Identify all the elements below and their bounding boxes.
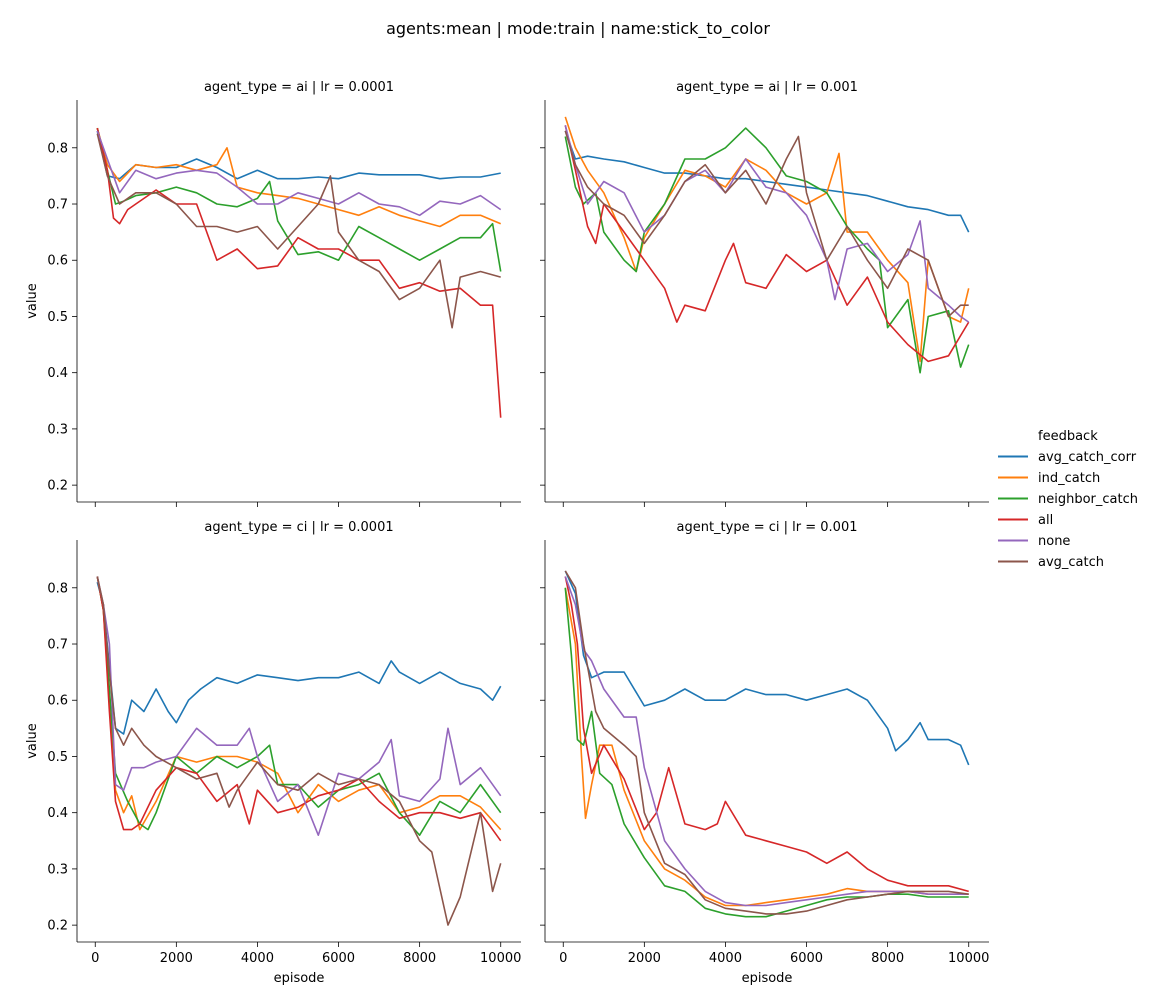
x-tick-label: 8000 xyxy=(403,951,436,966)
y-tick-label: 0.7 xyxy=(47,198,68,213)
series-line-all xyxy=(96,576,502,842)
panel-title: agent_type = ci | lr = 0.001 xyxy=(677,520,858,535)
legend-item-avg-catch-corr: avg_catch_corr xyxy=(998,450,1137,465)
legend-label: neighbor_catch xyxy=(1038,492,1138,507)
figure-suptitle: agents:mean | mode:train | name:stick_to… xyxy=(386,19,770,39)
panel-title: agent_type = ci | lr = 0.0001 xyxy=(204,520,393,535)
legend-label: avg_catch_corr xyxy=(1038,450,1137,465)
legend-label: all xyxy=(1038,513,1053,528)
series-line-none xyxy=(96,130,502,217)
x-axis-label: episode xyxy=(274,971,325,986)
legend-label: ind_catch xyxy=(1038,471,1100,486)
y-tick-label: 0.6 xyxy=(47,254,68,269)
series-line-none xyxy=(96,576,502,837)
y-tick-label: 0.3 xyxy=(47,422,68,437)
series-line-avg-catch xyxy=(96,133,501,329)
series-line-neighbor-catch xyxy=(564,587,969,918)
x-tick-label: 0 xyxy=(559,951,567,966)
x-tick-label: 10000 xyxy=(480,951,521,966)
y-tick-label: 0.2 xyxy=(47,919,68,934)
y-tick-label: 0.8 xyxy=(47,581,68,596)
x-axis-label: episode xyxy=(742,971,793,986)
panel-title: agent_type = ai | lr = 0.0001 xyxy=(204,80,394,95)
x-tick-label: 6000 xyxy=(322,951,355,966)
series-line-all xyxy=(564,576,969,893)
y-tick-label: 0.8 xyxy=(47,141,68,156)
series-line-avg-catch xyxy=(96,576,502,926)
y-axis-label: value xyxy=(25,283,40,319)
legend: feedback avg_catch_corr ind_catch neighbor_… xyxy=(998,429,1138,570)
legend-item-none: none xyxy=(998,534,1070,549)
legend-label: none xyxy=(1038,534,1070,549)
legend-item-avg-catch: avg_catch xyxy=(998,555,1104,570)
x-tick-label: 2000 xyxy=(160,951,193,966)
chart-panel-1: agent_type = ai | lr = 0.0001 0.2 0.3 0.4 0.… xyxy=(25,80,521,507)
series-line-neighbor-catch xyxy=(564,127,970,374)
legend-item-ind-catch: ind_catch xyxy=(998,471,1100,486)
x-tick-label: 6000 xyxy=(790,951,823,966)
series-line-ind-catch xyxy=(96,576,502,831)
y-tick-label: 0.7 xyxy=(47,638,68,653)
y-tick-label: 0.5 xyxy=(47,310,68,325)
series-line-avg-catch-corr xyxy=(564,130,970,233)
series-line-avg-catch xyxy=(564,570,969,915)
series-line-none xyxy=(564,576,969,907)
series-line-neighbor-catch xyxy=(96,127,502,272)
x-tick-label: 4000 xyxy=(709,951,742,966)
y-tick-label: 0.4 xyxy=(47,366,68,381)
series-line-ind-catch xyxy=(564,116,970,363)
x-tick-label: 0 xyxy=(91,951,99,966)
series-line-avg-catch-corr xyxy=(96,581,502,735)
y-tick-label: 0.2 xyxy=(47,479,68,494)
series-line-ind-catch xyxy=(96,127,502,228)
y-tick-label: 0.4 xyxy=(47,806,68,821)
x-tick-label: 2000 xyxy=(628,951,661,966)
chart-panel-3: agent_type = ci | lr = 0.0001 0 2000 4000 60… xyxy=(25,520,521,986)
legend-label: avg_catch xyxy=(1038,555,1104,570)
legend-item-all: all xyxy=(998,513,1053,528)
chart-panel-4: agent_type = ci | lr = 0.001 0 2000 4000 600… xyxy=(540,520,989,986)
legend-item-neighbor-catch: neighbor_catch xyxy=(998,492,1138,507)
series-line-neighbor-catch xyxy=(96,576,502,837)
y-axis-label: value xyxy=(25,723,40,759)
x-tick-label: 8000 xyxy=(871,951,904,966)
series-line-all xyxy=(96,127,502,418)
series-line-avg-catch-corr xyxy=(96,130,501,180)
x-tick-label: 4000 xyxy=(241,951,274,966)
y-tick-label: 0.5 xyxy=(47,750,68,765)
chart-panel-2: agent_type = ai | lr = 0.001 xyxy=(540,80,989,507)
series-line-avg-catch-corr xyxy=(564,570,970,766)
chart-panels: agent_type = ai | lr = 0.0001 0.2 0.3 0.4 0.… xyxy=(25,80,989,986)
series-line-avg-catch xyxy=(564,130,969,318)
panel-title: agent_type = ai | lr = 0.001 xyxy=(676,80,858,95)
x-tick-label: 10000 xyxy=(948,951,989,966)
legend-title: feedback xyxy=(1038,429,1098,444)
series-line-none xyxy=(564,125,970,323)
y-tick-label: 0.6 xyxy=(47,694,68,709)
y-tick-label: 0.3 xyxy=(47,862,68,877)
